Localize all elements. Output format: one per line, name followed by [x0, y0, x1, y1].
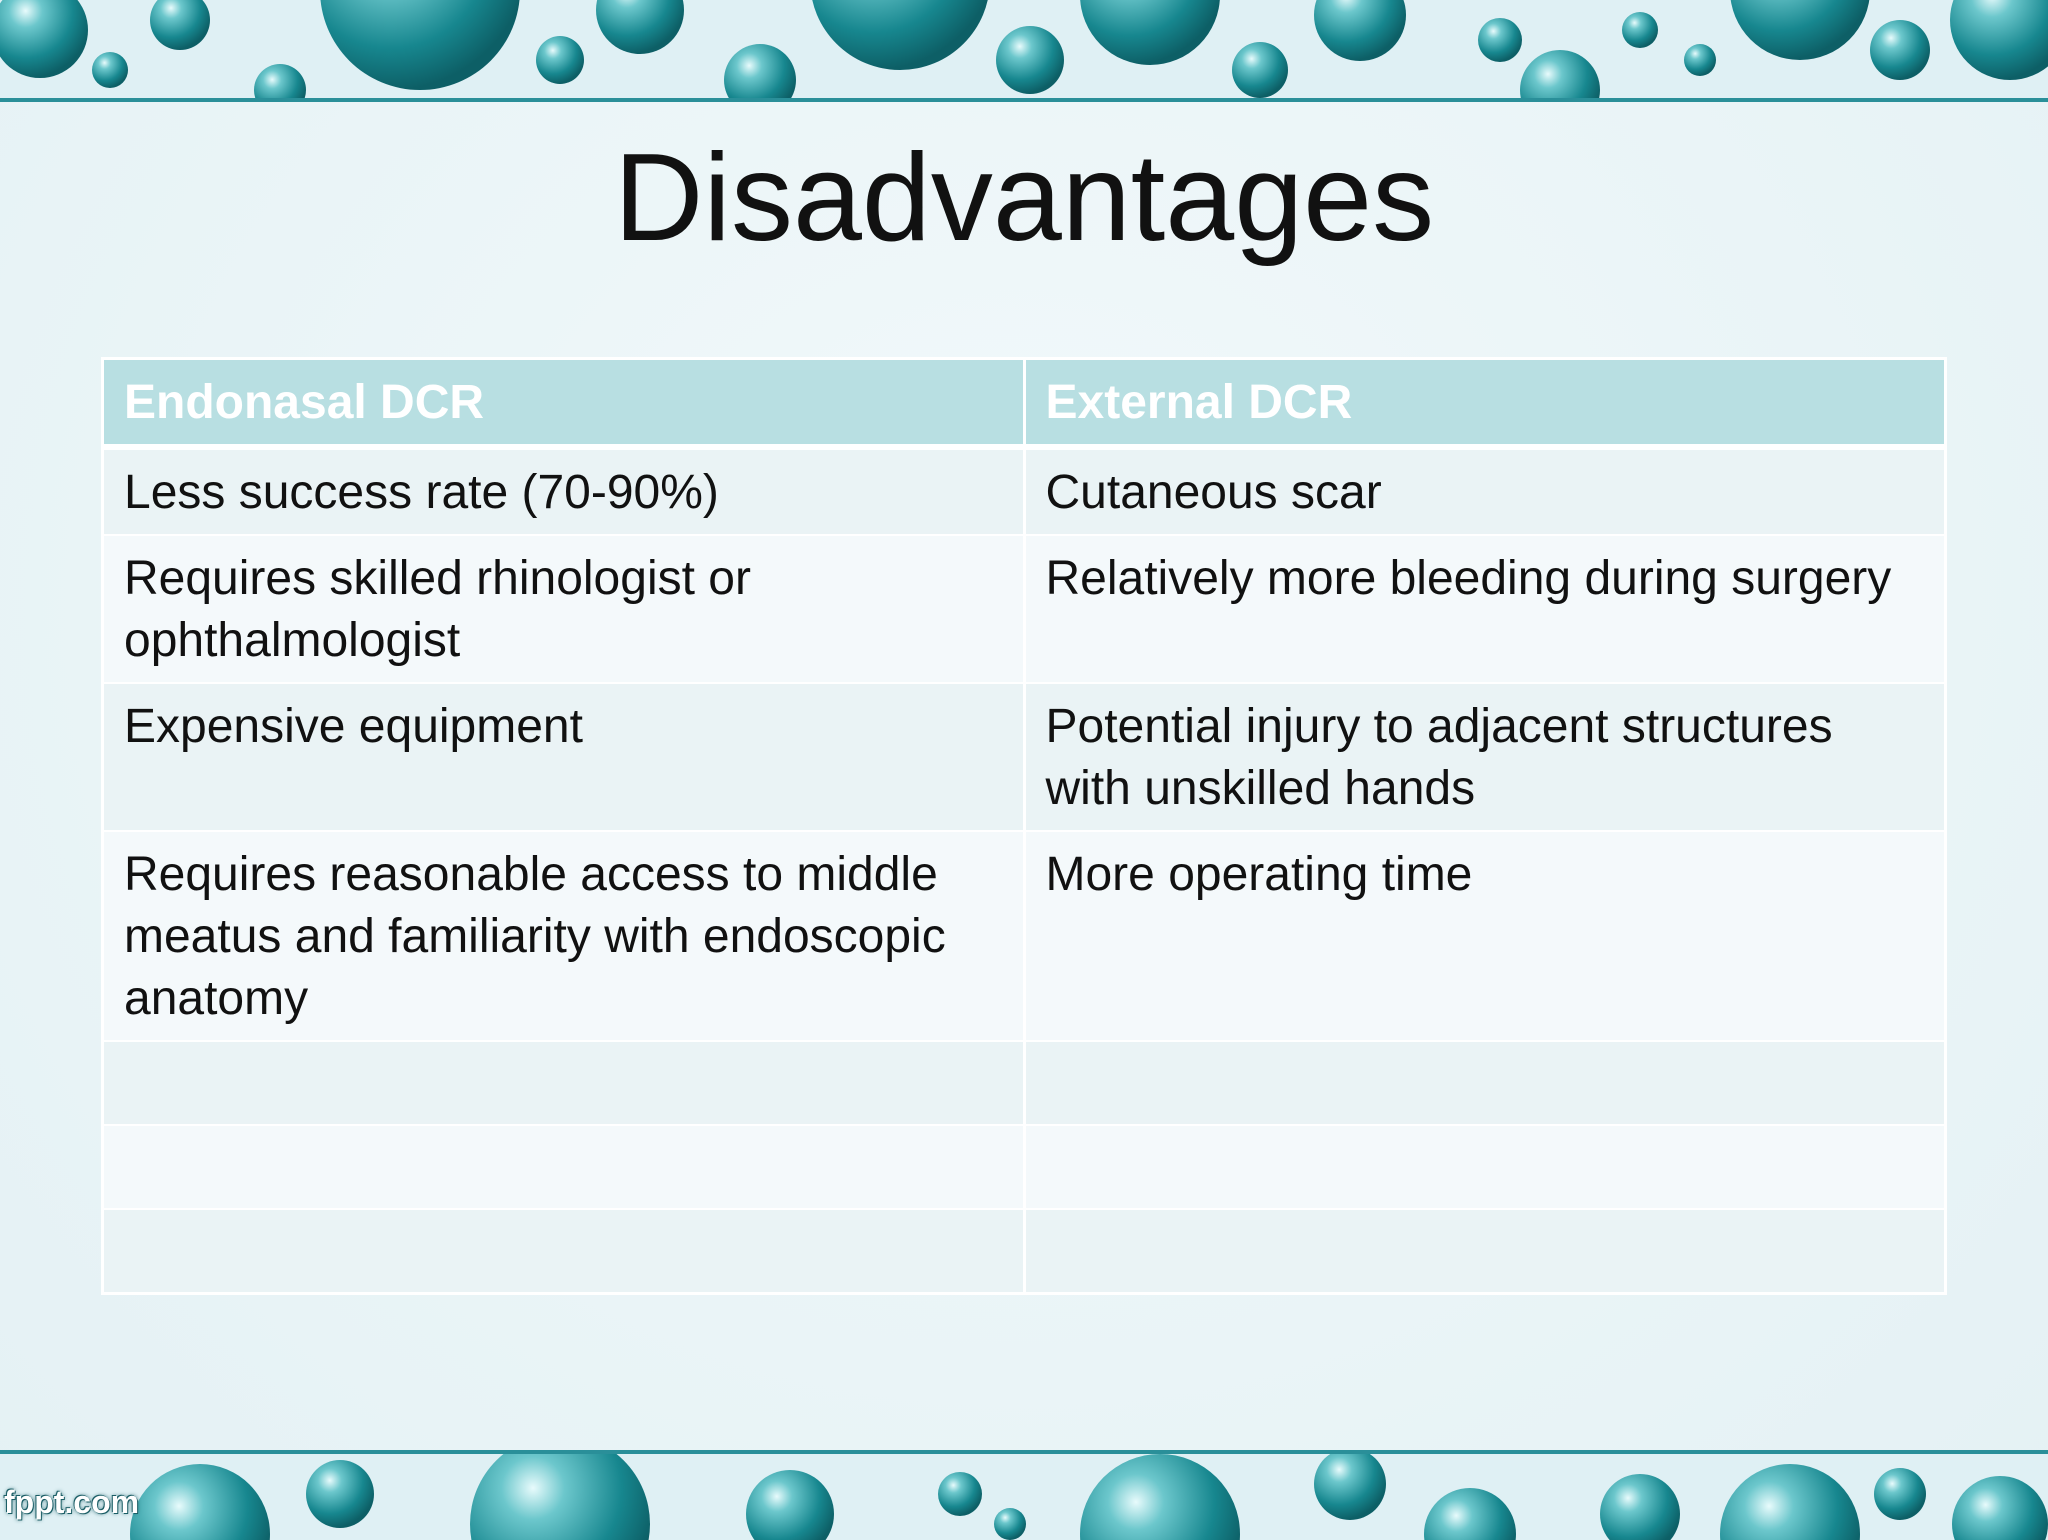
- table-cell: Requires skilled rhinologist or ophthalm…: [101, 535, 1026, 684]
- decorative-bubble-band-top: [0, 0, 2048, 102]
- table-cell: Potential injury to adjacent structures …: [1022, 683, 1947, 832]
- table-cell: Relatively more bleeding during surgery: [1022, 535, 1947, 684]
- table-cell: [101, 1125, 1026, 1210]
- table-header-row: Endonasal DCR External DCR: [101, 358, 1947, 450]
- table-cell: [1022, 1041, 1947, 1126]
- table-cell: Less success rate (70-90%): [101, 447, 1026, 536]
- table-cell: [101, 1209, 1026, 1295]
- table-row: Expensive equipment Potential injury to …: [101, 683, 1947, 832]
- table-row-empty: [101, 1125, 1947, 1210]
- table-cell: [101, 1041, 1026, 1126]
- table-cell: [1022, 1209, 1947, 1295]
- column-header-external: External DCR: [1022, 358, 1947, 450]
- table-row: Less success rate (70-90%) Cutaneous sca…: [101, 447, 1947, 536]
- table-row: Requires reasonable access to middle mea…: [101, 831, 1947, 1042]
- table-row: Requires skilled rhinologist or ophthalm…: [101, 535, 1947, 684]
- column-header-endonasal: Endonasal DCR: [101, 358, 1026, 450]
- table-row-empty: [101, 1041, 1947, 1126]
- table-cell: More operating time: [1022, 831, 1947, 1042]
- slide-title: Disadvantages: [613, 129, 1435, 267]
- table-cell: Expensive equipment: [101, 683, 1026, 832]
- table-row-empty: [101, 1209, 1947, 1295]
- table-cell: Requires reasonable access to middle mea…: [101, 831, 1026, 1042]
- fppt-logo: fppt.com: [4, 1484, 140, 1520]
- decorative-bubble-band-bottom: [0, 1450, 2048, 1540]
- disadvantages-table: Endonasal DCR External DCR Less success …: [101, 357, 1947, 1295]
- table-cell: [1022, 1125, 1947, 1210]
- table-cell: Cutaneous scar: [1022, 447, 1947, 536]
